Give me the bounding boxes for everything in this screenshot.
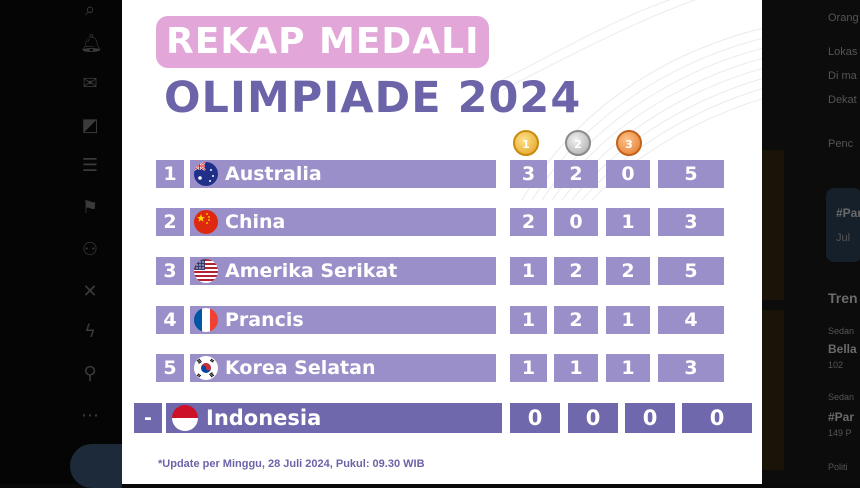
bronze-medal-icon: 3: [616, 130, 642, 156]
rank-cell: 5: [156, 354, 184, 382]
rank-cell: 1: [156, 160, 184, 188]
explore-icon[interactable]: ⌕: [84, 0, 96, 20]
rank-cell: 4: [156, 306, 184, 334]
country-cell: Indonesia: [166, 403, 502, 433]
country-name: Prancis: [225, 309, 304, 331]
silver-count: 0: [554, 208, 598, 236]
gold-count: 1: [510, 306, 547, 334]
gold-count: 0: [510, 403, 560, 433]
country-name: Australia: [225, 163, 322, 185]
post-button[interactable]: [70, 444, 122, 488]
rp-line: Jul: [836, 232, 851, 244]
rp-line: Sedan: [828, 392, 855, 402]
country-cell: China: [190, 208, 496, 236]
silver-count: 1: [554, 354, 598, 382]
gold-medal-icon: 1: [513, 130, 539, 156]
rank-cell: -: [134, 403, 162, 433]
medal-tally-image[interactable]: REKAP MEDALI OLIMPIADE 2024 1 2 3 1 Aust…: [122, 0, 762, 484]
rp-line: Lokas: [828, 46, 858, 58]
rp-line: Tren: [828, 290, 858, 306]
rp-line: Dekat: [828, 94, 857, 106]
rp-line[interactable]: #Par: [828, 410, 855, 424]
silver-count: 2: [554, 160, 598, 188]
indonesia-flag-icon: [172, 405, 198, 431]
bronze-count: 1: [606, 306, 650, 334]
rp-line[interactable]: Bella: [828, 342, 857, 356]
rp-line: Politi: [828, 462, 848, 472]
total-count: 3: [658, 354, 724, 382]
verified-orgs-icon[interactable]: ϟ: [84, 321, 96, 342]
table-row: 1 Australia 3 2 0 5: [122, 160, 762, 188]
gold-count: 3: [510, 160, 547, 188]
title-line-1: REKAP MEDALI: [156, 16, 490, 68]
bronze-count: 2: [606, 257, 650, 285]
country-cell: Prancis: [190, 306, 496, 334]
rp-line: #Par: [836, 206, 860, 220]
media-strip: [762, 150, 784, 300]
table-row: 3 Amerika Serikat 1 2 2 5: [122, 257, 762, 285]
total-count: 4: [658, 306, 724, 334]
total-count: 3: [658, 208, 724, 236]
bookmarks-icon[interactable]: ⚑: [81, 197, 99, 218]
notifications-icon[interactable]: 🔔︎: [80, 33, 103, 54]
country-name: Amerika Serikat: [225, 260, 398, 282]
table-row: 5 Korea Selatan 1 1 1 3: [122, 354, 762, 382]
south-korea-flag-icon: [194, 356, 218, 380]
table-row: 2 China 2 0 1 3: [122, 208, 762, 236]
rp-line: 102: [828, 360, 844, 370]
total-count: 5: [658, 257, 724, 285]
update-footnote: *Update per Minggu, 28 Juli 2024, Pukul:…: [158, 458, 425, 470]
country-cell: Australia: [190, 160, 496, 188]
profile-icon[interactable]: ⚲: [83, 363, 97, 384]
country-cell: Korea Selatan: [190, 354, 496, 382]
australia-flag-icon: [194, 162, 218, 186]
country-name: China: [225, 211, 286, 233]
communities-icon[interactable]: ⚇: [81, 239, 99, 260]
trend-card[interactable]: [826, 188, 860, 262]
rp-line: Di ma: [828, 70, 857, 82]
silver-count: 2: [554, 257, 598, 285]
messages-icon[interactable]: ✉: [82, 73, 98, 94]
gold-count: 1: [510, 257, 547, 285]
lists-icon[interactable]: ☰: [81, 155, 99, 176]
silver-medal-icon: 2: [565, 130, 591, 156]
title-line-2: OLIMPIADE 2024: [164, 73, 582, 123]
rank-cell: 3: [156, 257, 184, 285]
left-nav-rail: ⌕ 🔔︎ ✉ ◩ ☰ ⚑ ⚇ ✕ ϟ ⚲ ⋯: [0, 0, 122, 488]
table-row-indonesia: - Indonesia 0 0 0 0: [122, 403, 762, 433]
rank-cell: 2: [156, 208, 184, 236]
premium-x-icon[interactable]: ✕: [82, 281, 98, 302]
silver-count: 2: [554, 306, 598, 334]
right-sidebar: Orang Lokas Di ma Dekat Penc #Par Jul Tr…: [762, 0, 860, 484]
media-strip: [762, 310, 784, 470]
france-flag-icon: [194, 308, 218, 332]
bronze-count: 1: [606, 208, 650, 236]
grok-icon[interactable]: ◩: [81, 115, 99, 136]
rp-line: Orang: [828, 12, 859, 24]
china-flag-icon: [194, 210, 218, 234]
usa-flag-icon: [194, 259, 218, 283]
total-count: 5: [658, 160, 724, 188]
total-count: 0: [682, 403, 752, 433]
bronze-count: 0: [606, 160, 650, 188]
bronze-count: 0: [625, 403, 675, 433]
gold-count: 2: [510, 208, 547, 236]
rp-line: Penc: [828, 138, 854, 150]
more-icon[interactable]: ⋯: [81, 405, 99, 426]
silver-count: 0: [568, 403, 618, 433]
country-name: Korea Selatan: [225, 357, 376, 379]
bronze-count: 1: [606, 354, 650, 382]
table-row: 4 Prancis 1 2 1 4: [122, 306, 762, 334]
country-name: Indonesia: [206, 406, 322, 430]
rp-line: Sedan: [828, 326, 855, 336]
country-cell: Amerika Serikat: [190, 257, 496, 285]
gold-count: 1: [510, 354, 547, 382]
rp-line: 149 P: [828, 428, 852, 438]
